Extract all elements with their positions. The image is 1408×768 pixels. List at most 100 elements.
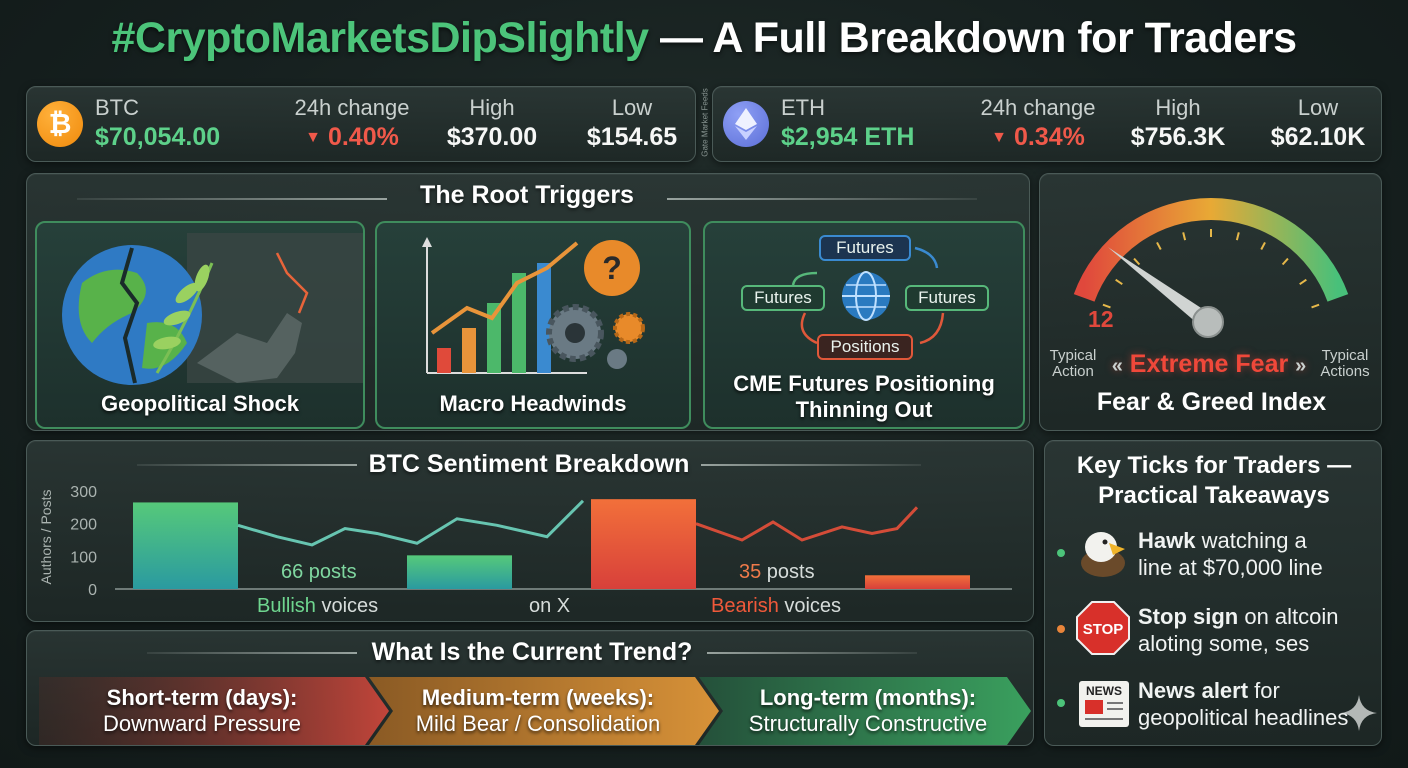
- root-triggers-heading: The Root Triggers: [420, 181, 634, 209]
- eth-change-label: 24h change: [980, 95, 1096, 120]
- sentiment-heading: BTC Sentiment Breakdown: [368, 450, 690, 478]
- gauge-tick: [1281, 257, 1289, 266]
- takeaways-panel: Key Ticks for Traders — Practical Takeaw…: [1044, 440, 1382, 746]
- fear-greed-title: Fear & Greed Index: [1096, 388, 1327, 416]
- takeaway-stop-text1: on altcoin: [1238, 604, 1339, 629]
- feed-divider-text: Gate Market Feeds: [700, 88, 710, 157]
- heading-line-right: [701, 464, 921, 466]
- y-tick-label: 300: [70, 484, 97, 501]
- heading-line-left: [137, 464, 357, 466]
- bullish-trend-line: [237, 499, 585, 547]
- page-title: #CryptoMarketsDipSlightly — A Full Break…: [0, 14, 1408, 63]
- heading-line-right: [667, 198, 977, 200]
- bearish-count: 35: [739, 561, 762, 583]
- takeaways-heading-line1: Key Ticks for Traders —: [1076, 452, 1352, 479]
- eth-price: $2,954 ETH: [781, 123, 915, 151]
- trend-short-term-label: Short-term (days):: [106, 685, 298, 710]
- trigger-cme-card[interactable]: Futures Futures Futures Positions CME Fu…: [703, 221, 1025, 429]
- fear-greed-state-label: Extreme Fear: [1129, 350, 1289, 378]
- sentiment-chart: 300 200 100 0: [70, 484, 1012, 599]
- btc-high-label: High: [469, 95, 515, 120]
- trend-medium-term: Medium-term (weeks): Mild Bear / Consoli…: [393, 677, 683, 745]
- cme-futures-right: Futures: [905, 285, 989, 311]
- trend-short-term: Short-term (days): Downward Pressure: [67, 677, 337, 745]
- eth-high-label: High: [1155, 95, 1201, 120]
- takeaway-stop-text2: aloting some, ses: [1138, 631, 1310, 656]
- eth-high: $756.3K: [1130, 123, 1226, 151]
- ethereum-icon: [723, 101, 769, 147]
- fear-greed-value: 12: [1088, 306, 1114, 332]
- heading-line-left: [77, 198, 387, 200]
- takeaway-news-bold: News alert: [1138, 678, 1249, 703]
- typical-action-right: Typical Actions: [1320, 347, 1370, 380]
- trend-medium-term-desc: Mild Bear / Consolidation: [415, 711, 661, 736]
- bearish-bar-2: [865, 575, 970, 589]
- bitcoin-icon: ₿: [37, 101, 83, 147]
- bullet-dot: [1057, 625, 1065, 633]
- eth-symbol: ETH: [781, 95, 825, 120]
- fear-greed-panel: 12 Typical Action « Extreme Fear » Typic…: [1039, 173, 1382, 431]
- trend-long-term-label: Long-term (months):: [759, 685, 977, 710]
- takeaway-news-text2: geopolitical headlines: [1138, 705, 1349, 730]
- bullish-bar-2: [407, 555, 512, 589]
- bearish-voices-label: Bearish voices: [711, 595, 841, 618]
- eagle-icon: [1081, 532, 1125, 577]
- cme-futures-top: Futures: [819, 235, 911, 261]
- eth-low: $62.10K: [1270, 123, 1366, 151]
- bullish-voices-suffix: voices: [315, 595, 379, 617]
- sentiment-panel: BTC Sentiment Breakdown Authors / Posts …: [26, 440, 1034, 622]
- stop-sign-text: STOP: [1083, 621, 1124, 638]
- trend-long-term: Long-term (months): Structurally Constru…: [723, 677, 1013, 745]
- takeaway-news: News alert for geopolitical headlines: [1138, 677, 1348, 731]
- takeaways-heading-line2: Practical Takeaways: [1098, 482, 1330, 509]
- takeaway-hawk-text1: watching a: [1195, 528, 1307, 553]
- takeaway-news-text1: for: [1248, 678, 1280, 703]
- newspaper-icon: NEWS: [1079, 681, 1129, 727]
- btc-change: ▼ 0.40%: [267, 123, 437, 152]
- gauge-tick: [1115, 278, 1123, 285]
- world-map-icon: [62, 233, 363, 385]
- gauge-hub: [1192, 306, 1224, 338]
- gauge-needle: [1107, 247, 1213, 329]
- eth-ticker-panel: ETH $2,954 ETH 24h change ▼ 0.34% High $…: [712, 86, 1382, 162]
- bar-chart-gears-icon: ?: [422, 237, 645, 374]
- title-hashtag: #CryptoMarketsDipSlightly: [111, 14, 650, 62]
- btc-low: $154.65: [586, 123, 678, 151]
- btc-symbol: BTC: [95, 95, 139, 120]
- stop-sign-icon: STOP: [1076, 601, 1130, 655]
- takeaway-hawk-text2: line at $70,000 line: [1138, 555, 1323, 580]
- bearish-bar-1: [591, 499, 696, 589]
- trigger-macro-card[interactable]: ? Macro Headwinds: [375, 221, 691, 429]
- typical-action-left: Typical Action: [1049, 347, 1097, 380]
- down-arrow-icon: ▼: [305, 129, 321, 146]
- cme-positions-bottom: Positions: [817, 334, 913, 360]
- trend-medium-term-label: Medium-term (weeks):: [421, 685, 655, 710]
- takeaway-hawk: Hawk watching a line at $70,000 line: [1138, 527, 1323, 581]
- bearish-voices-suffix: voices: [778, 595, 842, 617]
- on-x-label: on X: [529, 595, 571, 617]
- takeaways-heading: Key Ticks for Traders — Practical Takeaw…: [1045, 451, 1383, 511]
- fear-greed-gauge: [1073, 198, 1349, 338]
- heading-line-left: [147, 652, 357, 654]
- gauge-arc: [1073, 198, 1349, 302]
- bullish-posts-label: 66 posts: [281, 561, 357, 583]
- svg-text:?: ?: [602, 250, 622, 286]
- trend-long-term-desc: Structurally Constructive: [748, 711, 988, 736]
- cme-futures-left: Futures: [741, 285, 825, 311]
- fear-greed-state: « Extreme Fear »: [1100, 350, 1318, 379]
- bearish-trend-line: [695, 506, 919, 542]
- bullet-dot: [1057, 549, 1065, 557]
- gauge-tick: [1311, 303, 1320, 309]
- heading-line-right: [707, 652, 917, 654]
- sparkle-icon: [1341, 695, 1377, 731]
- trigger-geopolitical-card[interactable]: Geopolitical Shock: [35, 221, 365, 429]
- bearish-posts-label: 35 posts: [739, 561, 815, 584]
- takeaway-stop: Stop sign on altcoin aloting some, ses: [1138, 603, 1339, 657]
- title-rest: — A Full Breakdown for Traders: [648, 14, 1297, 62]
- takeaway-stop-bold: Stop sign: [1138, 604, 1239, 629]
- takeaway-hawk-bold: Hawk: [1138, 528, 1196, 553]
- trend-short-term-desc: Downward Pressure: [102, 711, 302, 736]
- chevron-left-icon: «: [1111, 355, 1123, 377]
- bullet-dot: [1057, 699, 1065, 707]
- cycle-arrows-icon: [791, 246, 945, 345]
